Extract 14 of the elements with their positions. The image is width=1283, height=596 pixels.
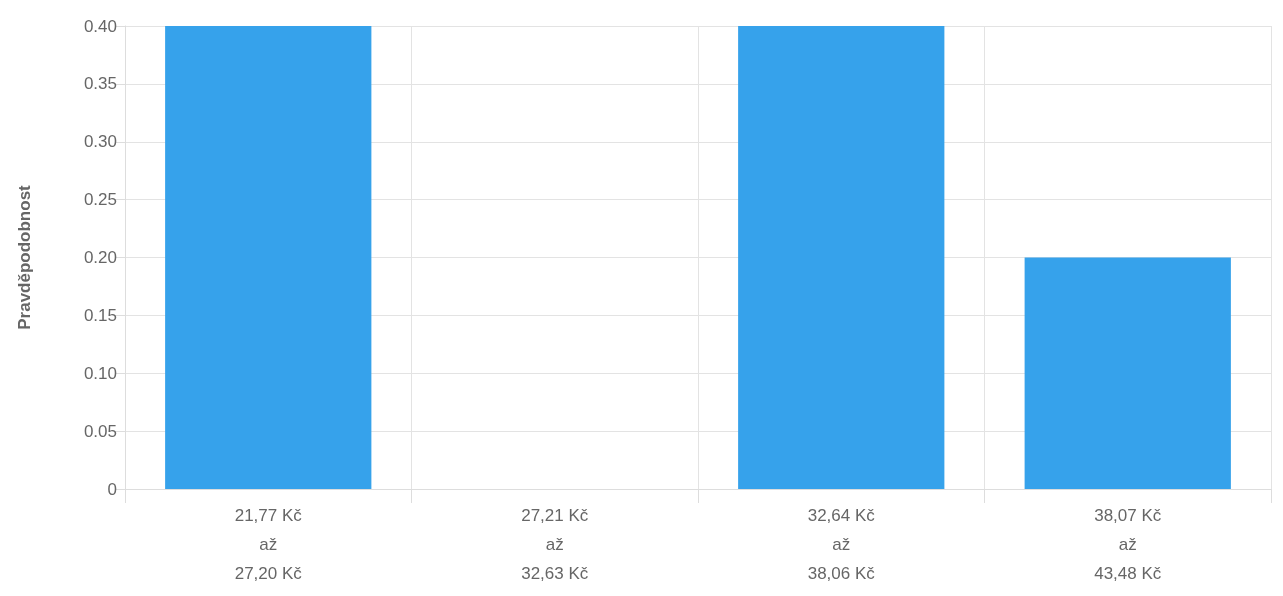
y-tick-label: 0.05	[83, 421, 117, 441]
y-tick-label: 0.35	[83, 74, 117, 94]
y-tick-label: 0.20	[83, 248, 117, 267]
y-tick-label: 0.25	[83, 190, 117, 210]
y-tick-label: 0.15	[83, 305, 117, 325]
x-tick-label: 32,64 Kč až 38,06 Kč	[807, 506, 876, 583]
y-axis-title: Pravděpodobnost	[15, 184, 34, 330]
y-tick-label: 0	[107, 479, 117, 499]
y-tick-label: 0.10	[83, 363, 117, 383]
y-tick-label: 0.30	[83, 132, 117, 152]
x-tick-label: 21,77 Kč až 27,20 Kč	[234, 506, 303, 583]
y-tick-label: 0.40	[83, 16, 117, 36]
x-tick-label: 27,21 Kč až 32,63 Kč	[521, 506, 589, 583]
x-tick-label: 38,07 Kč až 43,48 Kč	[1094, 506, 1162, 583]
